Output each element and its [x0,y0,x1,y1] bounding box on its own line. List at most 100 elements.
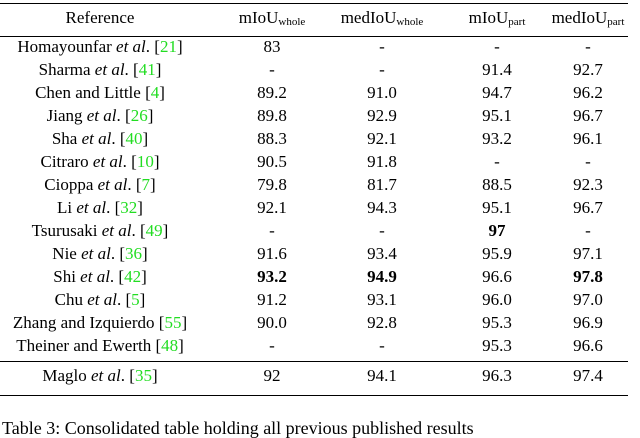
reference-name: Chu [54,290,83,309]
reference-punct: . [ [145,37,160,56]
value-cell: 97.4 [573,366,603,385]
reference-punct: ] [155,60,162,79]
value-cell: - [494,37,500,56]
value-cell: 91.4 [482,60,512,79]
value-cell: 89.8 [257,106,287,125]
reference-name: Li [57,198,73,217]
value-cell: 95.9 [482,244,512,263]
value-cell: 95.3 [482,313,512,332]
header-label: mIoU [238,8,279,27]
value-cell: 97 [488,221,506,240]
reference-punct: ] [142,129,149,148]
value-cell: 96.7 [573,106,603,125]
value-cell: 96.2 [573,83,603,102]
reference-etal: et al [88,152,123,171]
reference-etal: et al [77,129,112,148]
reference-name: Tsurusaki [31,221,98,240]
value-cell: 96.3 [482,366,512,385]
reference-cell: Sharma et al. [41] [0,60,200,80]
header-cell: medIoUwhole [322,8,442,28]
reference-cell: Chu et al. [5] [0,290,200,310]
reference-punct: . [ [109,267,125,286]
reference-etal: et al [72,198,107,217]
value-cell: - [379,37,385,56]
reference-name: Jiang [46,106,83,125]
reference-punct: . [ [131,221,146,240]
value-cell: 91.2 [257,290,287,309]
header-subscript: part [508,16,526,28]
citation-number: 41 [138,60,156,79]
reference-punct: [ [140,83,151,102]
reference-punct: ] [139,290,146,309]
reference-cell: Chen and Little [4] [0,83,200,103]
value-cell: 97.8 [573,267,603,286]
value-cell: 96.6 [482,267,512,286]
value-cell: - [379,60,385,79]
value-cell: 90.5 [257,152,287,171]
value-cell: 97.0 [573,290,603,309]
value-cell: 96.9 [573,313,603,332]
reference-cell: Nie et al. [36] [0,244,200,264]
citation-number: 49 [145,221,163,240]
table-rule-top [0,3,628,4]
reference-punct: ] [176,37,183,56]
reference-punct: . [ [120,366,135,385]
value-cell: 79.8 [257,175,287,194]
value-cell: - [494,152,500,171]
value-cell: 96.0 [482,290,512,309]
value-cell: 92.9 [367,106,397,125]
reference-etal: et al [111,37,146,56]
reference-name: Zhang and Izquierdo [12,313,155,332]
header-cell: mIoUwhole [212,8,332,28]
reference-cell: Shi et al. [42] [0,267,200,287]
value-cell: 89.2 [257,83,287,102]
header-cell: mIoUpart [437,8,557,28]
reference-name: Cioppa [44,175,94,194]
value-cell: 83 [263,37,281,56]
reference-cell: Sha et al. [40] [0,129,200,149]
citation-number: 5 [131,290,140,309]
value-cell: - [269,221,275,240]
header-cell: Reference [0,8,200,28]
citation-number: 55 [164,313,182,332]
reference-etal: et al [93,175,128,194]
value-cell: 92.8 [367,313,397,332]
reference-punct: . [ [127,175,142,194]
header-subscript: whole [278,16,306,28]
reference-name: Chen and Little [35,83,141,102]
value-cell: 94.3 [367,198,397,217]
value-cell: 91.8 [367,152,397,171]
reference-punct: ] [153,152,160,171]
value-cell: 92.1 [367,129,397,148]
citation-number: 7 [141,175,151,194]
reference-punct: [ [151,336,162,355]
citation-number: 48 [161,336,179,355]
citation-number: 40 [125,129,143,148]
reference-punct: . [ [111,129,126,148]
reference-cell: Cioppa et al. [7] [0,175,200,195]
value-cell: 91.6 [257,244,287,263]
value-cell: 92.3 [573,175,603,194]
header-label: mIoU [468,8,509,27]
reference-etal: et al [82,106,117,125]
citation-number: 10 [136,152,154,171]
value-cell: - [585,152,591,171]
header-label: Reference [65,8,135,27]
reference-punct: ] [151,366,158,385]
value-cell: 92.1 [257,198,287,217]
reference-cell: Citraro et al. [10] [0,152,200,172]
value-cell: 96.7 [573,198,603,217]
value-cell: 95.3 [482,336,512,355]
reference-name: Theiner and Ewerth [16,336,152,355]
reference-punct: . [ [116,106,131,125]
reference-name: Sha [51,129,78,148]
citation-number: 26 [130,106,148,125]
citation-number: 36 [125,244,143,263]
value-cell: 93.2 [257,267,287,286]
value-cell: 91.0 [367,83,397,102]
reference-punct: . [ [106,198,121,217]
value-cell: - [379,221,385,240]
value-cell: 94.7 [482,83,512,102]
header-subscript: whole [396,16,424,28]
reference-name: Maglo [42,366,87,385]
